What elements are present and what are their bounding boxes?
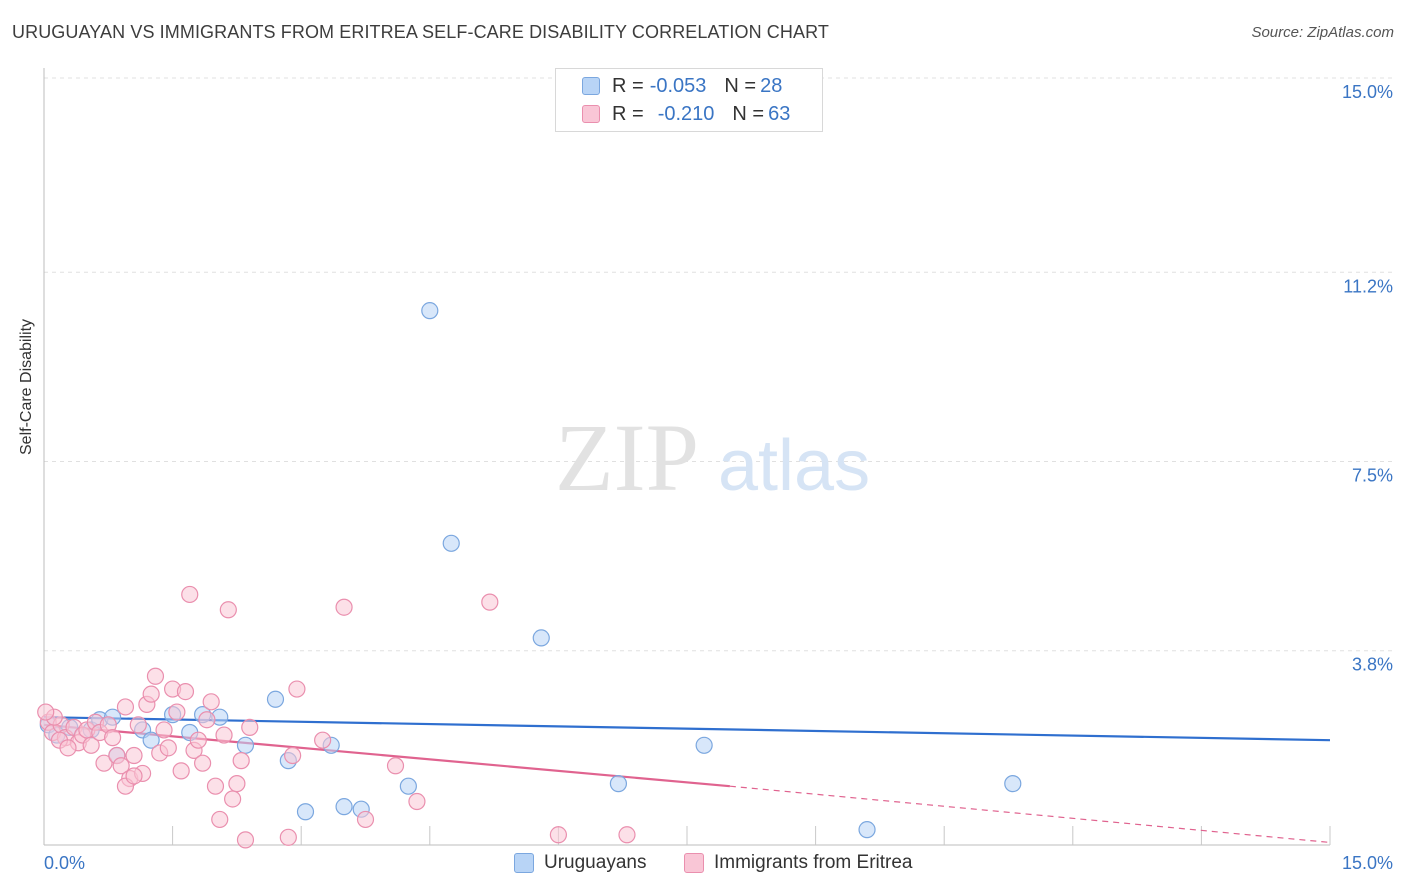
point-eritrea [279,828,297,846]
point-uruguayan [442,534,460,552]
correlation-legend: R = -0.053 N = 28 R = -0.210 N = 63 [555,68,823,132]
point-eritrea [215,726,233,744]
point-eritrea [314,731,332,749]
y-axis-label: Self-Care Disability [18,318,35,455]
point-eritrea [198,711,216,729]
point-uruguayan [421,302,439,320]
point-eritrea [37,703,55,721]
n-label: N = [724,74,757,97]
blue-swatch [582,77,600,95]
point-eritrea [335,598,353,616]
y-tick-label: 7.5% [1352,466,1393,486]
x-tick-label: 0.0% [44,853,85,873]
point-eritrea [125,746,143,765]
blue-swatch [514,853,534,873]
point-uruguayan [399,777,417,795]
point-uruguayan [335,798,353,816]
legend-row-uruguayans: R = -0.053 N = 28 [556,72,782,100]
point-eritrea [284,746,302,765]
point-uruguayan [296,803,315,821]
point-eritrea [236,831,255,849]
y-tick-label: 15.0% [1342,82,1393,102]
point-eritrea [228,775,246,793]
point-eritrea [219,601,237,619]
legend-item-uruguayans: Uruguayans [514,852,646,874]
point-uruguayan [695,736,713,754]
point-eritrea [59,739,77,757]
point-uruguayan [142,731,160,749]
point-eritrea [168,703,186,721]
point-eritrea [386,757,405,775]
y-tick-label: 3.8% [1352,655,1393,675]
grid-lines [44,77,1394,652]
tick-labels: 3.8% 7.5% 11.2% 15.0% 0.0% 15.0% [44,82,1393,873]
point-eritrea [116,698,135,716]
point-eritrea [159,739,177,757]
n-value: 28 [760,74,783,97]
point-uruguayan [609,775,628,793]
watermark-zip: ZIP [555,404,699,511]
point-eritrea [241,718,259,736]
point-eritrea [82,736,100,754]
n-label: N = [732,102,765,125]
point-eritrea [356,810,375,829]
point-eritrea [189,731,207,749]
r-value: -0.210 [657,102,715,125]
point-eritrea [95,754,113,772]
point-eritrea [202,693,220,711]
r-label: R = [612,74,644,97]
point-uruguayan [1004,775,1022,793]
point-eritrea [176,682,195,701]
point-eritrea [211,810,229,829]
r-value: -0.053 [649,74,707,97]
point-eritrea [232,752,250,770]
watermark: ZIP atlas [555,404,870,511]
point-eritrea [408,792,426,811]
r-label: R = [612,102,644,125]
legend-row-eritrea: R = -0.210 N = 63 [556,100,790,128]
point-eritrea [142,685,160,703]
point-eritrea [172,762,190,780]
pink-swatch [684,853,704,873]
point-eritrea [194,754,212,772]
pink-swatch [582,105,600,123]
point-eritrea [224,790,242,808]
source-label: Source: ZipAtlas.com [1251,24,1394,41]
legend-label-uruguayans: Uruguayans [544,852,647,873]
x-tick-label: 15.0% [1342,853,1393,873]
point-eritrea [155,721,173,739]
point-eritrea [125,767,143,785]
point-eritrea [618,826,636,844]
point-eritrea [112,757,130,775]
point-eritrea [206,777,225,795]
data-points [37,302,1022,849]
point-eritrea [146,667,165,685]
trend-line-uruguayans [43,716,1331,742]
point-eritrea [103,729,122,747]
legend-label-eritrea: Immigrants from Eritrea [714,852,913,873]
point-eritrea [181,585,199,604]
point-uruguayan [236,736,255,754]
point-uruguayan [266,690,285,708]
chart-title: URUGUAYAN VS IMMIGRANTS FROM ERITREA SEL… [12,22,829,42]
watermark-atlas: atlas [718,426,870,506]
point-eritrea [549,826,568,844]
n-value: 63 [768,102,791,125]
y-tick-label: 11.2% [1343,276,1393,296]
series-legend: Uruguayans Immigrants from Eritrea [0,852,1406,878]
point-eritrea [129,716,147,734]
point-eritrea [288,680,306,698]
legend-item-eritrea: Immigrants from Eritrea [684,852,912,874]
point-uruguayan [532,629,550,647]
point-eritrea [481,593,499,611]
trend-line-eritrea-extension [729,785,1331,844]
point-uruguayan [858,821,876,839]
